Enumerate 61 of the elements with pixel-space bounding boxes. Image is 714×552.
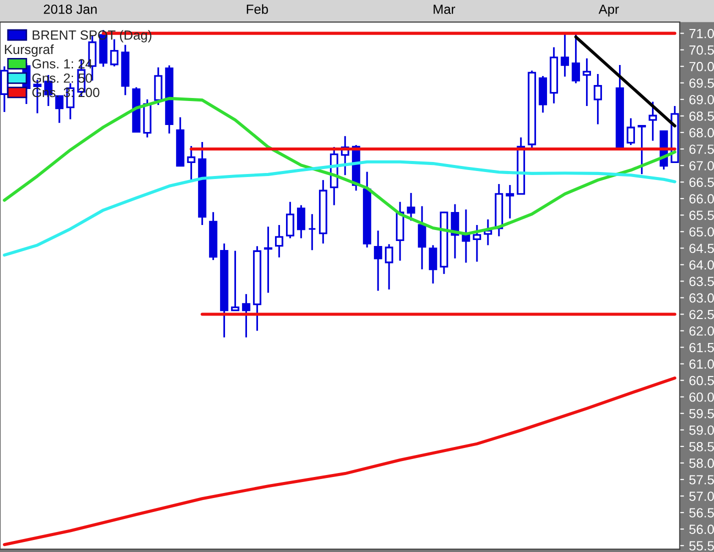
y-tick-label: 71.0 xyxy=(689,28,714,38)
candlestick xyxy=(418,205,426,270)
y-tick-label: 66.5 xyxy=(689,178,714,187)
y-tick-label: 63.0 xyxy=(689,293,714,303)
candlestick xyxy=(286,201,294,240)
y-tick-label: 64.5 xyxy=(689,244,714,254)
y-tick-label: 68.5 xyxy=(689,112,714,121)
candlestick xyxy=(582,58,591,107)
y-tick-label: 65.5 xyxy=(689,210,714,220)
y-tick-label: 62.0 xyxy=(689,326,714,336)
candlestick xyxy=(626,117,635,146)
candlestick xyxy=(406,192,416,222)
candlestick xyxy=(264,226,272,294)
candlestick xyxy=(572,32,580,84)
y-tick-label: 61.5 xyxy=(689,342,714,352)
y-tick-label: 67.5 xyxy=(689,144,714,154)
y-tick-label: 56.0 xyxy=(689,524,714,534)
line-series xyxy=(2,376,676,546)
candlestick xyxy=(110,38,118,68)
y-tick-label: 69.5 xyxy=(689,78,714,88)
y-tick-label: 65.0 xyxy=(689,227,714,237)
y-tick-label: 58.5 xyxy=(689,442,714,452)
y-tick-label: 60.5 xyxy=(689,376,714,386)
legend-title: Kursgraf xyxy=(4,44,54,57)
y-tick-label: 70.0 xyxy=(689,62,714,72)
candlestick xyxy=(231,250,240,312)
y-tick-label: 57.5 xyxy=(689,475,714,484)
y-tick-label: 61.0 xyxy=(689,359,714,369)
line-series xyxy=(2,160,676,257)
y-tick-label: 58.0 xyxy=(689,458,714,468)
candlestick xyxy=(428,244,438,284)
y-tick-label: 63.5 xyxy=(689,276,714,286)
y-tick-label: 69.0 xyxy=(689,94,714,104)
candlestick xyxy=(384,243,394,290)
candlestick xyxy=(594,73,602,126)
candlestick xyxy=(242,293,250,338)
candlestick xyxy=(560,32,570,78)
candlestick xyxy=(638,125,646,175)
y-tick-label: 59.0 xyxy=(689,425,714,435)
candlestick xyxy=(308,213,316,251)
candlestick xyxy=(648,100,657,142)
y-tick-label: 57.0 xyxy=(689,492,714,501)
x-tick-label: Mar xyxy=(434,4,456,14)
candlestick xyxy=(472,224,482,263)
x-tick-label: Apr xyxy=(598,4,619,17)
x-tick-label: 2018 Jan xyxy=(44,4,97,14)
y-tick-label: 66.0 xyxy=(689,194,714,204)
y-tick-label: 59.5 xyxy=(689,408,714,418)
y-tick-label: 60.0 xyxy=(689,392,714,402)
y-tick-label: 64.0 xyxy=(689,260,714,270)
y-tick-label: 55.5 xyxy=(689,541,714,551)
y-tick-label: 67.0 xyxy=(689,161,714,170)
y-tick-label: 70.5 xyxy=(689,45,714,55)
x-tick-label: Feb xyxy=(246,4,268,14)
candlestick xyxy=(296,204,306,240)
y-tick-label: 56.5 xyxy=(689,508,714,518)
candlestick xyxy=(374,230,382,292)
candlestick xyxy=(506,184,514,220)
y-tick-label: 62.5 xyxy=(689,310,714,320)
candlestick xyxy=(275,224,284,258)
y-tick-label: 68.0 xyxy=(689,128,714,138)
